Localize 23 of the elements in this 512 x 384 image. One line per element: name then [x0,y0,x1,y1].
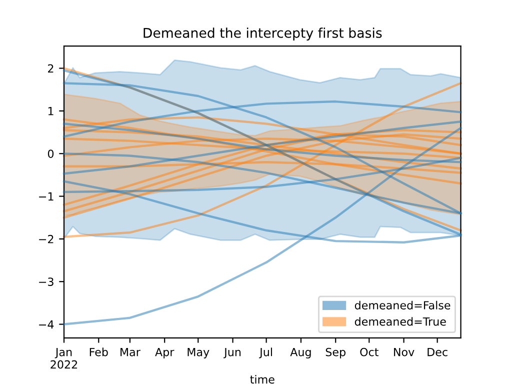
x-axis-title: time [250,375,274,384]
x-tick-label: Oct [360,348,378,356]
y-tick-label: 1 [48,107,54,116]
x-tick-label: Jul [259,348,272,358]
x-tick-label: Feb [90,348,108,356]
y-tick-label: 0 [48,150,54,158]
x-tick-label: Sep [326,348,346,358]
y-tick-label: −1 [39,192,54,200]
legend-label: demeaned=True [354,317,446,326]
x-tick-label: Mar [120,348,140,356]
x-tick-label: Dec [428,348,448,356]
x-tick-label: May [188,348,210,358]
y-tick-label: −3 [39,278,54,286]
x-tick-label: Jan 2022 [50,348,78,369]
x-tick-label: Aug [290,348,311,358]
y-tick-label: −4 [39,320,54,328]
y-tick-label: 2 [48,64,54,72]
chart-title: Demeaned the intercepty first basis [144,28,382,41]
y-tick-label: −2 [39,234,54,244]
x-tick-label: Nov [394,348,414,356]
x-tick-label: Jun [224,348,241,358]
x-tick-label: Apr [155,348,174,358]
legend-label: demeaned=False [354,300,450,310]
